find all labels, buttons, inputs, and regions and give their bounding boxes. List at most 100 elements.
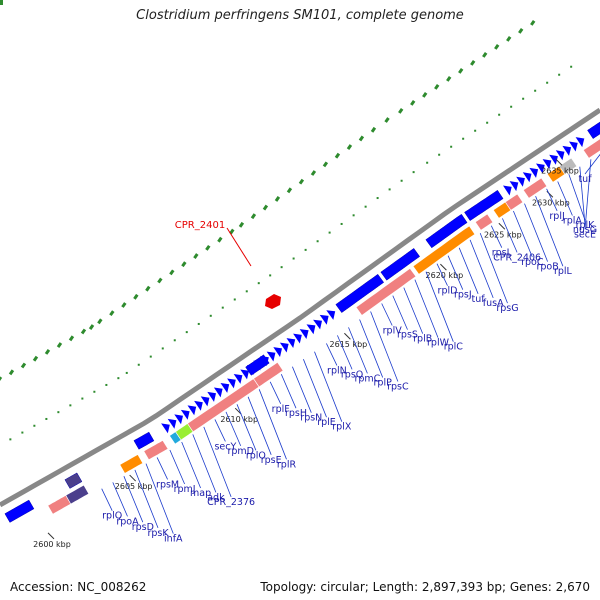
- highlight-label[interactable]: CPR_2401: [175, 220, 225, 231]
- gene-label[interactable]: rpmJ: [174, 484, 196, 495]
- gene-label[interactable]: rpoB: [536, 262, 558, 273]
- gene-block[interactable]: [412, 225, 476, 275]
- gene-block[interactable]: [522, 177, 548, 199]
- cds-arrow[interactable]: [273, 347, 282, 357]
- gene-block[interactable]: [253, 361, 284, 388]
- cds-arrow[interactable]: [555, 150, 565, 161]
- gene-label[interactable]: CPR_2406: [493, 252, 541, 263]
- cds-arrow[interactable]: [233, 374, 243, 384]
- gene-label[interactable]: tuf: [578, 174, 592, 185]
- gene-label[interactable]: rpsE: [261, 455, 282, 466]
- cds-block[interactable]: [464, 189, 504, 221]
- cds-arrow[interactable]: [161, 423, 170, 434]
- cds-block[interactable]: [380, 248, 421, 281]
- cds-arrow[interactable]: [260, 356, 269, 366]
- gene-label[interactable]: rpsC: [387, 382, 409, 393]
- gene-label[interactable]: tuf: [472, 294, 486, 305]
- cds-block[interactable]: [335, 273, 385, 313]
- cds-block[interactable]: [4, 499, 35, 523]
- cds-arrow[interactable]: [246, 365, 256, 375]
- gene-label[interactable]: rplC: [444, 342, 464, 353]
- gene-label[interactable]: rpsK: [147, 528, 169, 539]
- gene-label[interactable]: rpmD: [227, 446, 254, 457]
- gene-label[interactable]: secY: [214, 441, 236, 452]
- gene-label[interactable]: rpmC: [354, 373, 380, 384]
- gene-block[interactable]: [582, 130, 600, 159]
- cds-arrow[interactable]: [220, 383, 230, 393]
- cds-arrow[interactable]: [299, 329, 309, 339]
- cds-arrow[interactable]: [240, 369, 249, 380]
- gene-label[interactable]: rplJ: [549, 211, 564, 222]
- gene-label[interactable]: rpsJ: [454, 290, 472, 301]
- cds-arrow[interactable]: [213, 387, 223, 398]
- gene-label[interactable]: rplO: [246, 450, 266, 461]
- cds-arrow[interactable]: [194, 400, 203, 411]
- gene-label[interactable]: rpoC: [521, 257, 544, 268]
- cds-arrow[interactable]: [180, 409, 190, 420]
- gene-label[interactable]: rplQ: [102, 511, 122, 522]
- cds-arrow[interactable]: [326, 310, 336, 320]
- gene-label[interactable]: rpsN: [300, 413, 322, 424]
- gene-label[interactable]: rpsD: [132, 522, 154, 533]
- cds-block[interactable]: [425, 213, 468, 249]
- gene-label[interactable]: rplR: [277, 459, 297, 470]
- gene-label[interactable]: rplE: [317, 417, 336, 428]
- cds-arrow[interactable]: [536, 163, 545, 174]
- cds-block[interactable]: [587, 118, 600, 139]
- cds-arrow[interactable]: [207, 391, 216, 402]
- gene-label[interactable]: rpsL: [492, 248, 513, 259]
- cds-arrow[interactable]: [306, 324, 316, 335]
- cds-arrow[interactable]: [174, 414, 183, 425]
- cds-arrow[interactable]: [293, 333, 302, 344]
- gene-label[interactable]: secE: [574, 229, 596, 240]
- gene-label[interactable]: fusA: [483, 298, 504, 309]
- gene-label[interactable]: rplF: [272, 404, 290, 415]
- cds-block[interactable]: [133, 431, 155, 450]
- highlight-marker[interactable]: CPR_2401: [175, 220, 281, 309]
- gene-label[interactable]: rplB: [413, 334, 432, 345]
- cds-arrow[interactable]: [509, 181, 519, 192]
- cds-arrow[interactable]: [167, 418, 177, 429]
- gene-label[interactable]: rplN: [327, 365, 347, 376]
- gene-label[interactable]: adk: [207, 492, 225, 503]
- cds-arrow[interactable]: [227, 378, 236, 389]
- cds-arrow[interactable]: [569, 141, 578, 152]
- gene-block[interactable]: [143, 439, 169, 461]
- gene-label[interactable]: rpsM: [156, 479, 179, 490]
- gene-label[interactable]: rplA: [563, 216, 583, 227]
- cds-arrow[interactable]: [503, 185, 512, 196]
- gene-label[interactable]: rplP: [374, 378, 393, 389]
- gene-block[interactable]: [474, 213, 494, 231]
- cds-arrow[interactable]: [266, 351, 276, 362]
- cds-arrow[interactable]: [319, 314, 329, 325]
- gene-label[interactable]: rplX: [332, 422, 352, 433]
- gene-label[interactable]: infA: [164, 534, 183, 545]
- cds-arrow[interactable]: [516, 176, 525, 187]
- cds-arrow[interactable]: [279, 342, 289, 353]
- gene-label[interactable]: rplV: [383, 326, 403, 337]
- gene-label[interactable]: nusG: [573, 225, 597, 236]
- cds-arrow[interactable]: [253, 360, 263, 371]
- cds-arrow[interactable]: [286, 338, 296, 348]
- gene-label[interactable]: rpsH: [285, 408, 307, 419]
- cds-block[interactable]: [64, 472, 83, 489]
- cds-arrow[interactable]: [575, 137, 585, 148]
- highlight-marker-shape[interactable]: [265, 294, 281, 309]
- cds-arrow[interactable]: [187, 405, 197, 416]
- gene-label[interactable]: CPR_2376: [207, 497, 255, 508]
- gene-label[interactable]: rpoA: [116, 516, 139, 527]
- gene-label[interactable]: rplL: [554, 266, 573, 277]
- cds-arrow[interactable]: [313, 319, 322, 330]
- cds-arrow[interactable]: [562, 145, 572, 156]
- gene-label[interactable]: rpsQ: [341, 369, 363, 380]
- gene-label[interactable]: rpsG: [496, 303, 518, 314]
- cds-arrow[interactable]: [522, 172, 532, 183]
- cds-arrow[interactable]: [529, 167, 539, 178]
- cds-arrow[interactable]: [549, 154, 558, 165]
- gene-block[interactable]: [558, 157, 578, 175]
- gene-label[interactable]: rplD: [438, 286, 458, 297]
- gene-block[interactable]: [65, 484, 90, 505]
- gene-block[interactable]: [355, 267, 417, 316]
- gene-block[interactable]: [504, 193, 524, 211]
- gene-label[interactable]: map: [190, 488, 211, 499]
